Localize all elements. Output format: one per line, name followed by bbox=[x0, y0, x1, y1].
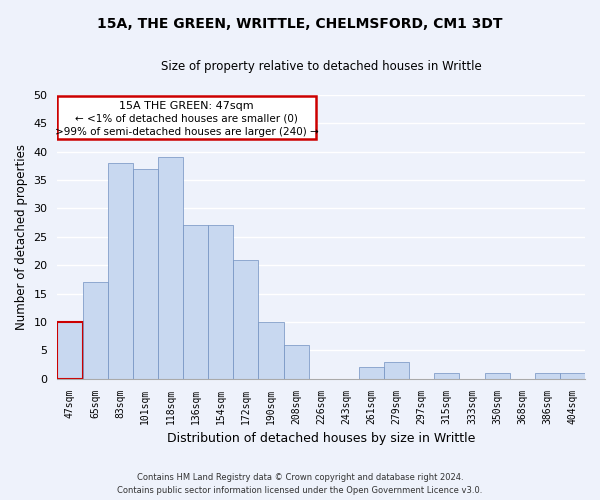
Bar bbox=[183, 226, 208, 378]
Bar bbox=[208, 226, 233, 378]
Bar bbox=[485, 373, 509, 378]
Bar bbox=[284, 344, 308, 378]
Text: 15A THE GREEN: 47sqm: 15A THE GREEN: 47sqm bbox=[119, 102, 254, 112]
Y-axis label: Number of detached properties: Number of detached properties bbox=[15, 144, 28, 330]
Bar bbox=[58, 322, 83, 378]
FancyBboxPatch shape bbox=[58, 96, 316, 140]
Text: 15A, THE GREEN, WRITTLE, CHELMSFORD, CM1 3DT: 15A, THE GREEN, WRITTLE, CHELMSFORD, CM1… bbox=[97, 18, 503, 32]
Text: >99% of semi-detached houses are larger (240) →: >99% of semi-detached houses are larger … bbox=[55, 127, 319, 137]
X-axis label: Distribution of detached houses by size in Writtle: Distribution of detached houses by size … bbox=[167, 432, 475, 445]
Title: Size of property relative to detached houses in Writtle: Size of property relative to detached ho… bbox=[161, 60, 482, 73]
Bar bbox=[359, 368, 384, 378]
Bar bbox=[83, 282, 107, 378]
Bar bbox=[560, 373, 585, 378]
Bar bbox=[158, 158, 183, 378]
Bar bbox=[535, 373, 560, 378]
Bar bbox=[107, 163, 133, 378]
Text: ← <1% of detached houses are smaller (0): ← <1% of detached houses are smaller (0) bbox=[76, 114, 298, 124]
Text: Contains HM Land Registry data © Crown copyright and database right 2024.
Contai: Contains HM Land Registry data © Crown c… bbox=[118, 473, 482, 495]
Bar bbox=[233, 260, 259, 378]
Bar bbox=[434, 373, 460, 378]
Bar bbox=[133, 169, 158, 378]
Bar bbox=[259, 322, 284, 378]
Bar bbox=[384, 362, 409, 378]
